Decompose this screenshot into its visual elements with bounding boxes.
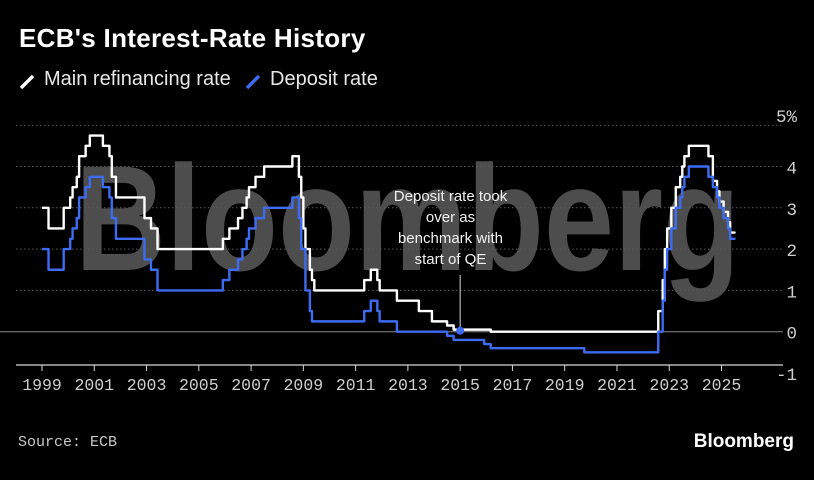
svg-text:2: 2 (786, 242, 797, 262)
svg-text:2003: 2003 (127, 376, 167, 395)
svg-text:4: 4 (786, 160, 797, 180)
svg-text:1: 1 (786, 283, 797, 303)
svg-text:2007: 2007 (231, 376, 271, 395)
svg-text:2025: 2025 (702, 376, 742, 395)
svg-text:1999: 1999 (22, 376, 62, 395)
svg-text:-1: -1 (776, 366, 797, 386)
svg-text:0: 0 (786, 325, 797, 345)
svg-text:3: 3 (786, 201, 797, 221)
svg-text:2019: 2019 (545, 376, 585, 395)
svg-text:5%: 5% (776, 108, 798, 128)
svg-text:2001: 2001 (74, 376, 114, 395)
svg-text:2005: 2005 (179, 376, 219, 395)
svg-text:2023: 2023 (649, 376, 689, 395)
svg-text:2015: 2015 (440, 376, 480, 395)
svg-text:2009: 2009 (284, 376, 324, 395)
svg-text:2021: 2021 (597, 376, 637, 395)
svg-text:2013: 2013 (388, 376, 428, 395)
svg-text:2017: 2017 (493, 376, 533, 395)
svg-text:2011: 2011 (336, 376, 376, 395)
